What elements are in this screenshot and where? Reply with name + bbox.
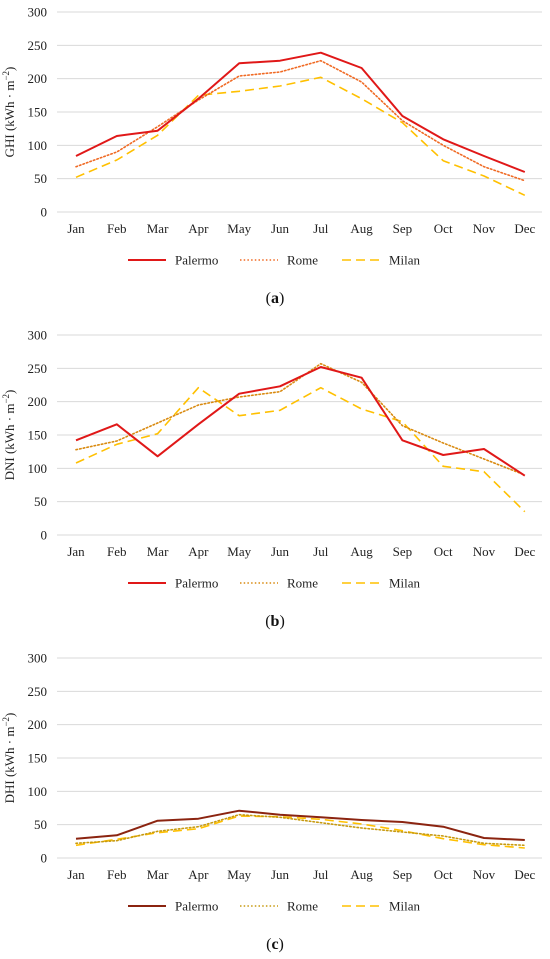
series-line-rome: [75, 813, 526, 847]
y-tick-label: 0: [41, 205, 48, 220]
y-tick-label: 200: [28, 71, 48, 86]
x-tick-label: Apr: [188, 867, 209, 882]
x-tick-label: May: [227, 544, 251, 559]
y-tick-label: 250: [28, 684, 48, 699]
y-tick-label: 0: [41, 851, 48, 866]
x-tick-label: Aug: [350, 221, 373, 236]
x-tick-label: Nov: [473, 544, 496, 559]
y-tick-label: 100: [28, 461, 48, 476]
x-tick-label: Jul: [313, 867, 329, 882]
y-tick-label: 200: [28, 717, 48, 732]
x-tick-label: Sep: [393, 221, 413, 236]
y-tick-label: 50: [34, 494, 47, 509]
x-tick-label: Aug: [350, 867, 373, 882]
series-line-rome: [75, 362, 526, 476]
legend-label-rome: Rome: [287, 899, 318, 914]
x-tick-label: Mar: [147, 221, 169, 236]
x-tick-label: Jan: [67, 221, 85, 236]
x-tick-label: Mar: [147, 867, 169, 882]
x-tick-label: Jun: [271, 221, 290, 236]
x-tick-label: Mar: [147, 544, 169, 559]
x-tick-label: Feb: [107, 221, 127, 236]
x-tick-label: Oct: [434, 867, 453, 882]
x-tick-label: Feb: [107, 544, 127, 559]
series-line-palermo: [75, 51, 526, 173]
legend-label-milan: Milan: [389, 899, 421, 914]
series-line-milan: [75, 386, 526, 513]
series-line-palermo: [75, 366, 526, 477]
x-tick-label: Dec: [514, 221, 535, 236]
y-axis-label: DHI (kWh · m−2): [1, 713, 17, 804]
y-tick-label: 150: [28, 751, 48, 766]
y-tick-label: 300: [28, 5, 48, 20]
x-tick-label: Jan: [67, 544, 85, 559]
x-tick-label: Jan: [67, 867, 85, 882]
y-tick-label: 100: [28, 784, 48, 799]
x-tick-label: Jul: [313, 221, 329, 236]
legend-label-rome: Rome: [287, 576, 318, 591]
series-line-palermo: [75, 809, 525, 841]
y-tick-label: 0: [41, 528, 48, 543]
series-line-milan: [75, 76, 526, 197]
x-tick-label: Nov: [473, 221, 496, 236]
legend-label-palermo: Palermo: [175, 576, 218, 591]
x-tick-label: Jun: [271, 867, 290, 882]
chart-panel-b: 0 50 100 150 200 250 300 DNI (kWh · m−2) Jan Feb M…: [1, 328, 542, 630]
x-tick-label: Apr: [188, 544, 209, 559]
y-tick-label: 250: [28, 38, 48, 53]
x-tick-label: May: [227, 867, 251, 882]
y-tick-label: 50: [34, 171, 47, 186]
chart-panel-a: 0 50 100 150 200 250 300 GHI (kWh · m−2) Jan Feb M…: [1, 5, 542, 307]
y-tick-label: 250: [28, 361, 48, 376]
legend-label-milan: Milan: [389, 576, 421, 591]
x-tick-label: Sep: [393, 544, 413, 559]
y-tick-label: 300: [28, 651, 48, 666]
x-tick-label: Sep: [393, 867, 413, 882]
x-tick-label: Feb: [107, 867, 127, 882]
x-tick-label: Jun: [271, 544, 290, 559]
legend-label-milan: Milan: [389, 253, 421, 268]
panel-caption: (c): [266, 936, 284, 953]
x-tick-label: Aug: [350, 544, 373, 559]
legend-label-palermo: Palermo: [175, 899, 218, 914]
legend-label-palermo: Palermo: [175, 253, 218, 268]
x-tick-label: Oct: [434, 544, 453, 559]
x-tick-label: May: [227, 221, 251, 236]
y-tick-label: 200: [28, 394, 48, 409]
x-tick-label: Jul: [313, 544, 329, 559]
y-axis-label: DNI (kWh · m−2): [1, 390, 17, 481]
legend-label-rome: Rome: [287, 253, 318, 268]
x-tick-label: Dec: [514, 544, 535, 559]
y-axis-label: GHI (kWh · m−2): [1, 67, 17, 158]
y-tick-label: 150: [28, 105, 48, 120]
x-tick-label: Dec: [514, 867, 535, 882]
y-tick-label: 150: [28, 428, 48, 443]
panel-caption: (b): [265, 613, 285, 630]
y-tick-label: 50: [34, 817, 47, 832]
panel-caption: (a): [266, 290, 285, 307]
x-tick-label: Oct: [434, 221, 453, 236]
y-tick-label: 300: [28, 328, 48, 343]
x-tick-label: Nov: [473, 867, 496, 882]
series-line-milan: [75, 815, 525, 849]
x-tick-label: Apr: [188, 221, 209, 236]
y-tick-label: 100: [28, 138, 48, 153]
chart-panel-c: 0 50 100 150 200 250 300 DHI (kWh · m−2) Jan Feb M…: [1, 651, 542, 953]
